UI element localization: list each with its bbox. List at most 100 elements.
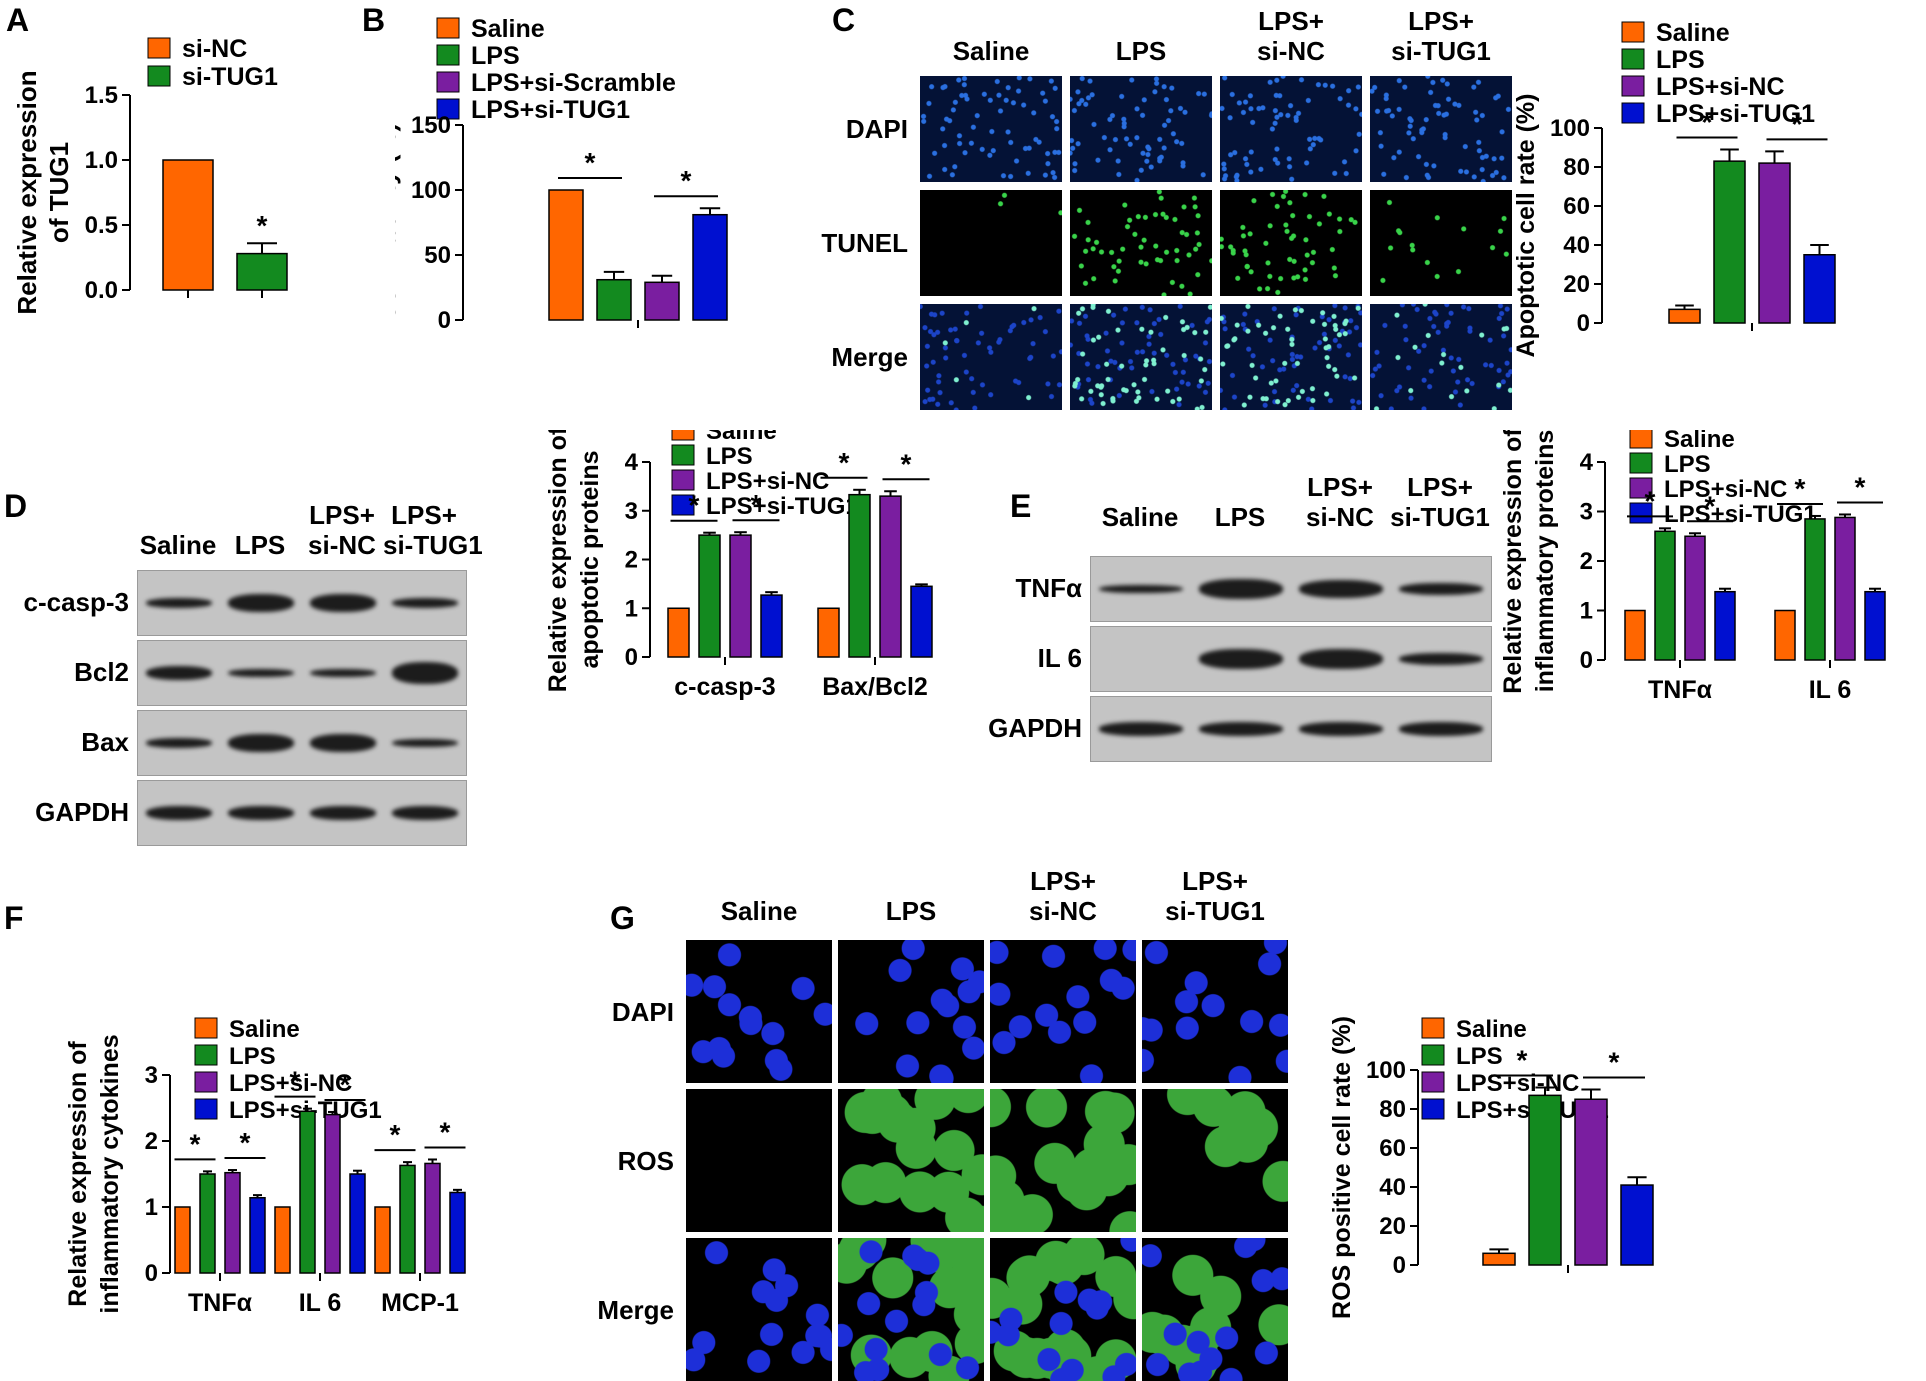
legend-label: LPS+si-NC xyxy=(706,468,829,495)
bar xyxy=(162,159,214,291)
y-tick-label: 4 xyxy=(625,449,639,476)
significance-star: * xyxy=(1609,1047,1620,1078)
blot-band xyxy=(228,734,294,752)
legend-swatch xyxy=(1421,1017,1445,1039)
y-tick-label: 0 xyxy=(1393,1252,1406,1279)
y-tick-label: 100 xyxy=(1366,1057,1406,1084)
y-axis-label: ROS positive cell rate (%) xyxy=(1328,1016,1356,1319)
bar xyxy=(698,534,721,658)
y-tick-label: 0 xyxy=(145,1260,158,1287)
legend-label: Saline xyxy=(1456,1016,1527,1043)
bar xyxy=(224,1171,241,1274)
panel-label-a: A xyxy=(6,2,30,38)
micrograph-tile xyxy=(1370,304,1512,410)
x-category-label: IL 6 xyxy=(1809,676,1852,704)
bar xyxy=(236,252,288,291)
legend-label: LPS+si-NC xyxy=(1456,1070,1579,1097)
y-tick-label: 0 xyxy=(625,644,638,671)
legend-swatch xyxy=(1621,75,1645,97)
legend-swatch xyxy=(1629,452,1653,474)
blot-row-label: Bcl2 xyxy=(74,657,129,687)
panel-label-d: D xyxy=(4,488,28,524)
y-tick-label: 1.0 xyxy=(85,147,118,174)
legend-label: si-NC xyxy=(182,35,247,63)
significance-star: * xyxy=(290,1066,301,1097)
blot-band xyxy=(310,734,376,752)
blot-band xyxy=(1099,585,1183,593)
legend-swatch xyxy=(671,444,695,466)
bar xyxy=(910,585,933,658)
blot-band xyxy=(1199,579,1283,599)
micrograph-tile xyxy=(686,1089,832,1232)
column-label: LPS+ si-TUG1 xyxy=(1165,866,1265,926)
blot-band xyxy=(228,669,294,677)
y-tick-label: 1 xyxy=(1580,598,1593,625)
micrograph-tile xyxy=(920,76,1062,182)
bar xyxy=(199,1173,216,1274)
y-tick-label: 40 xyxy=(1563,232,1590,259)
significance-star: * xyxy=(585,147,596,178)
bar xyxy=(1864,590,1886,661)
significance-star: * xyxy=(390,1119,401,1150)
bar xyxy=(274,1206,291,1274)
y-axis-label: Relative expression of xyxy=(64,1041,92,1307)
x-category-label: Bax/Bcl2 xyxy=(822,673,928,701)
blot-band xyxy=(1299,580,1383,598)
legend-swatch xyxy=(671,430,695,441)
bar xyxy=(644,281,680,321)
blot-row-label: TNFα xyxy=(1015,573,1082,603)
y-tick-label: 0 xyxy=(438,307,451,334)
blot-strip xyxy=(137,710,467,776)
bar xyxy=(1620,1184,1654,1266)
significance-star: * xyxy=(681,165,692,196)
significance-star: * xyxy=(1702,106,1713,137)
legend-label: LPS+si-TUG1 xyxy=(706,493,859,520)
chart-g: SalineLPSLPS+si-NCLPS+si-TUG102040608010… xyxy=(1328,1016,1654,1319)
y-axis-label: inflammatory cytokines xyxy=(96,1034,124,1313)
micrograph-tile xyxy=(838,1238,984,1381)
blot-band xyxy=(310,594,376,612)
panel-label-c: C xyxy=(832,2,856,38)
bar xyxy=(1668,308,1701,324)
significance-star: * xyxy=(440,1116,451,1147)
blot-band xyxy=(1199,722,1283,736)
blot-strip xyxy=(1090,626,1492,692)
legend-swatch xyxy=(436,17,460,39)
blot-strip xyxy=(1090,556,1492,622)
blot-band xyxy=(228,594,294,612)
legend-label: LPS xyxy=(1656,46,1705,74)
legend-label: LPS+si-TUG1 xyxy=(1664,501,1817,528)
y-tick-label: 0.5 xyxy=(85,212,118,239)
blot-band xyxy=(1099,722,1183,736)
micrograph-tile xyxy=(990,1238,1136,1381)
y-tick-label: 3 xyxy=(145,1062,158,1089)
y-tick-label: 150 xyxy=(411,112,451,139)
micrograph-tile xyxy=(1070,190,1212,296)
panel-label-e: E xyxy=(1010,488,1032,524)
legend-swatch xyxy=(1621,48,1645,70)
chart-f: SalineLPSLPS+si-NCLPS+si-TUG10123Relativ… xyxy=(64,1016,466,1317)
legend-swatch xyxy=(194,1071,218,1093)
y-tick-label: 0 xyxy=(1580,647,1593,674)
y-axis-label: apoptotic proteins xyxy=(576,450,604,668)
micrograph-tile xyxy=(920,304,1062,410)
micrograph-tile xyxy=(1070,304,1212,410)
bar xyxy=(1758,162,1791,324)
column-label: LPS+ si-NC xyxy=(1029,866,1097,926)
blot-band xyxy=(228,806,294,820)
panel-label-b: B xyxy=(362,2,386,38)
y-tick-label: 2 xyxy=(1580,548,1593,575)
bar xyxy=(449,1191,466,1274)
blot-band xyxy=(146,666,212,680)
bar xyxy=(299,1110,316,1274)
lane-label: LPS+ si-NC xyxy=(1306,472,1374,532)
legend-label: LPS xyxy=(471,42,520,70)
significance-star: * xyxy=(340,1069,351,1100)
column-label: LPS xyxy=(885,896,937,926)
bar xyxy=(174,1206,191,1274)
bar xyxy=(667,607,690,658)
x-category-label: TNFα xyxy=(1648,676,1713,704)
